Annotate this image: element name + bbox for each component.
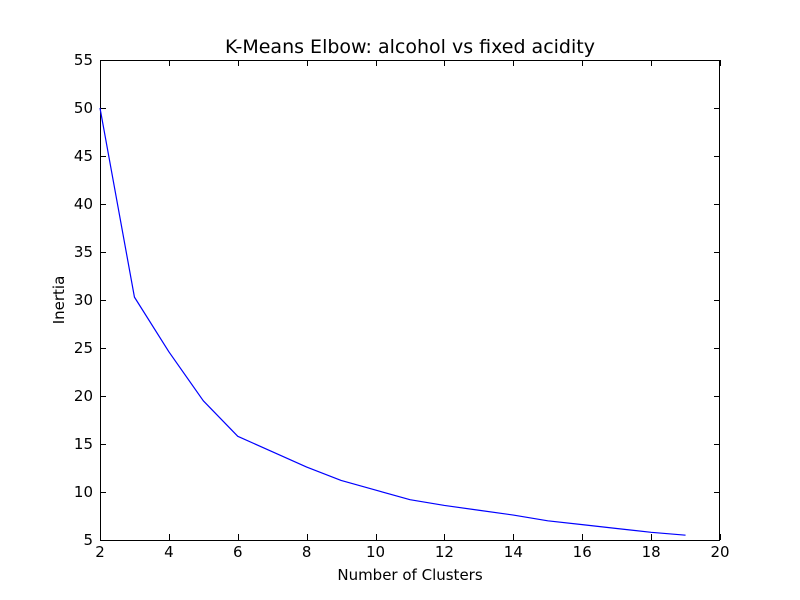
x-tick-label: 18 [642, 543, 661, 561]
y-tick-label: 45 [74, 147, 93, 165]
x-axis-ticks: 2 4 6 8 10 12 14 16 18 20 [95, 60, 730, 561]
x-tick-label: 16 [573, 543, 592, 561]
y-tick-label: 40 [74, 195, 93, 213]
y-tick-label: 15 [74, 435, 93, 453]
y-axis-ticks: 5 10 15 20 25 30 35 40 45 50 55 [74, 51, 720, 549]
x-tick-label: 20 [710, 543, 729, 561]
series-line [99, 107, 686, 536]
x-tick-label: 8 [302, 543, 312, 561]
y-tick-label: 5 [83, 531, 93, 549]
x-tick-label: 6 [233, 543, 243, 561]
plot-area: 2 4 6 8 10 12 14 16 18 20 5 10 15 20 25 30 35 40 45 50 55 [74, 51, 730, 561]
y-tick-label: 25 [74, 339, 93, 357]
x-axis-label: Number of Clusters [337, 566, 482, 584]
x-tick-label: 14 [504, 543, 523, 561]
x-tick-label: 10 [366, 543, 385, 561]
x-tick-label: 2 [95, 543, 105, 561]
y-tick-label: 35 [74, 243, 93, 261]
x-tick-label: 4 [164, 543, 174, 561]
y-tick-label: 30 [74, 291, 93, 309]
y-tick-label: 50 [74, 99, 93, 117]
chart-title: K-Means Elbow: alcohol vs fixed acidity [225, 36, 595, 58]
y-tick-label: 20 [74, 387, 93, 405]
y-tick-label: 55 [74, 51, 93, 69]
y-axis-label: Inertia [50, 276, 68, 325]
series-layer [99, 107, 686, 536]
x-tick-label: 12 [435, 543, 454, 561]
plot-frame [100, 60, 720, 541]
y-tick-label: 10 [74, 483, 93, 501]
